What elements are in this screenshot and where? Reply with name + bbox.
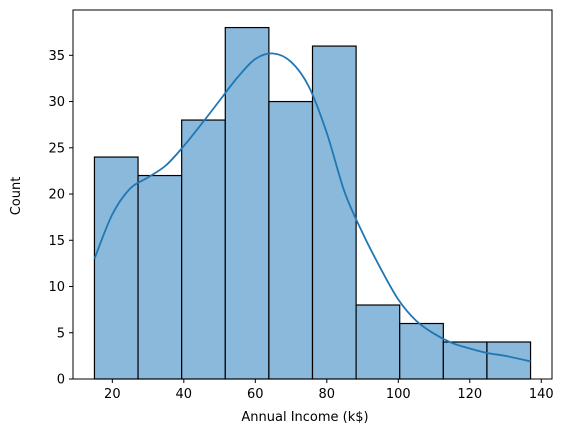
x-tick-label: 140: [529, 387, 554, 402]
y-tick-label: 35: [48, 49, 65, 64]
y-tick-label: 15: [48, 234, 65, 249]
y-tick-label: 30: [48, 95, 65, 110]
x-tick-label: 40: [176, 387, 193, 402]
kde-curve-layer: [93, 52, 531, 363]
y-tick-label: 25: [48, 141, 65, 156]
histogram-bar: [268, 100, 314, 380]
histogram-bar: [93, 156, 139, 380]
kde-line: [93, 52, 531, 363]
y-axis-label: Count: [9, 177, 24, 216]
x-tick-label: 20: [104, 387, 121, 402]
histogram-bar: [355, 304, 401, 380]
histogram-bar: [442, 341, 488, 380]
histogram-bar: [224, 26, 270, 380]
y-tick-label: 0: [57, 373, 65, 388]
x-tick-label: 120: [457, 387, 482, 402]
x-tick-label: 60: [247, 387, 264, 402]
histogram-bar: [399, 322, 444, 380]
y-tick-label: 10: [48, 280, 65, 295]
x-tick-label: 80: [319, 387, 336, 402]
y-tick-label: 5: [57, 326, 65, 341]
x-tick-label: 100: [386, 387, 411, 402]
y-tick-label: 20: [48, 188, 65, 203]
histogram-bar: [311, 45, 357, 380]
histogram-bar: [137, 174, 183, 380]
x-axis-label: Annual Income (k$): [241, 410, 368, 425]
histogram-bar: [181, 119, 226, 380]
histogram-bars: [93, 26, 532, 380]
tick-marks: 20 40 60 80 100 120 140 0 5 10 15 20 25 30 35: [48, 49, 553, 402]
